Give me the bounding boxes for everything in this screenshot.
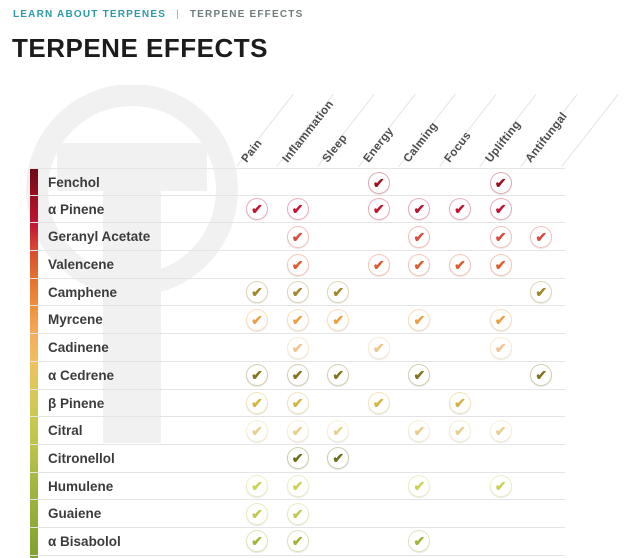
check-icon: ✔ — [286, 419, 309, 442]
table-row: Geranyl Acetate ✔ ✔ ✔ ✔ — [30, 223, 565, 252]
check-icon: ✔ — [327, 281, 350, 304]
terpene-name: Humulene — [48, 478, 114, 494]
check-icon: ✔ — [489, 171, 512, 194]
check-icon: ✔ — [327, 308, 350, 331]
check-icon: ✔ — [246, 419, 268, 442]
check-icon: ✔ — [246, 530, 268, 553]
check-icon: ✔ — [408, 530, 431, 553]
terpene-name: Geranyl Acetate — [48, 229, 151, 245]
terpene-name: Citronellol — [48, 450, 115, 466]
terpene-name: Cadinene — [48, 340, 109, 356]
row-color-strip — [30, 168, 38, 558]
terpene-name: α Bisabolol — [48, 533, 121, 549]
check-icon: ✔ — [327, 364, 350, 387]
check-icon: ✔ — [286, 281, 309, 304]
check-icon: ✔ — [530, 364, 553, 387]
check-icon: ✔ — [286, 336, 309, 359]
terpene-name: α Pinene — [48, 201, 105, 217]
terpene-name: Valencene — [48, 257, 115, 273]
check-icon: ✔ — [408, 225, 431, 248]
check-icon: ✔ — [246, 475, 268, 498]
breadcrumb-current: TERPENE EFFECTS — [189, 9, 304, 20]
check-icon: ✔ — [530, 281, 553, 304]
table-row: Valencene ✔ ✔ ✔ ✔ ✔ — [30, 251, 565, 279]
terpene-name: Fenchol — [48, 175, 100, 190]
terpene-name: α Cedrene — [48, 367, 115, 383]
column-header-pain: Pain — [239, 137, 265, 165]
check-icon: ✔ — [367, 392, 390, 414]
table-row: Citronellol ✔ ✔ — [30, 445, 565, 473]
check-icon: ✔ — [489, 308, 512, 331]
check-icon: ✔ — [530, 225, 553, 248]
check-icon: ✔ — [408, 198, 431, 221]
terpene-name: Myrcene — [48, 312, 103, 328]
check-icon: ✔ — [327, 419, 350, 442]
check-icon: ✔ — [367, 171, 390, 194]
column-header-calming: Calming — [401, 120, 441, 165]
check-icon: ✔ — [327, 447, 350, 470]
check-icon: ✔ — [408, 308, 431, 331]
check-icon: ✔ — [367, 336, 390, 359]
check-icon: ✔ — [286, 475, 309, 498]
terpene-name: Camphene — [48, 284, 118, 300]
table-row: Camphene ✔ ✔ ✔ ✔ — [30, 279, 565, 307]
terpene-effects-table: Fenchol ✔ ✔ α Pinene ✔ ✔ ✔ ✔ ✔ ✔ Geranyl Acetate ✔ ✔… — [30, 168, 565, 558]
breadcrumb-separator: | — [176, 9, 180, 20]
check-icon: ✔ — [367, 253, 390, 276]
check-icon: ✔ — [246, 364, 268, 387]
check-icon: ✔ — [489, 336, 512, 359]
terpene-name: Citral — [48, 423, 83, 439]
check-icon: ✔ — [246, 198, 268, 221]
check-icon: ✔ — [286, 530, 309, 553]
check-icon: ✔ — [449, 392, 471, 414]
column-header-uplifting: Uplifting — [483, 118, 523, 165]
check-icon: ✔ — [286, 225, 309, 248]
table-row: Citral ✔ ✔ ✔ ✔ ✔ ✔ — [30, 417, 565, 445]
table-row: Cadinene ✔ ✔ ✔ — [30, 334, 565, 362]
page-title: TERPENE EFFECTS — [12, 33, 268, 63]
column-header-energy: Energy — [361, 125, 396, 165]
check-icon: ✔ — [449, 419, 471, 442]
check-icon: ✔ — [246, 502, 268, 525]
table-row: α Bisabolol ✔ ✔ ✔ — [30, 528, 565, 556]
check-icon: ✔ — [286, 198, 309, 221]
check-icon: ✔ — [408, 419, 431, 442]
check-icon: ✔ — [408, 253, 431, 276]
check-icon: ✔ — [489, 225, 512, 248]
column-header-focus: Focus — [442, 129, 474, 165]
check-icon: ✔ — [286, 502, 309, 525]
column-header-row: Pain Inflammation Sleep Energy Calming Focus U… — [0, 88, 640, 168]
table-row: Fenchol ✔ ✔ — [30, 168, 565, 196]
check-icon: ✔ — [408, 475, 431, 498]
check-icon: ✔ — [246, 308, 268, 331]
check-icon: ✔ — [367, 198, 390, 221]
table-row: α Pinene ✔ ✔ ✔ ✔ ✔ ✔ — [30, 196, 565, 224]
breadcrumb-link-learn-about-terpenes[interactable]: LEARN ABOUT TERPENES — [13, 9, 167, 20]
check-icon: ✔ — [489, 475, 512, 498]
check-icon: ✔ — [246, 281, 268, 304]
table-row: α Cedrene ✔ ✔ ✔ ✔ ✔ — [30, 362, 565, 390]
check-icon: ✔ — [286, 364, 309, 387]
check-icon: ✔ — [489, 419, 512, 442]
check-icon: ✔ — [246, 392, 268, 414]
check-icon: ✔ — [449, 198, 471, 221]
breadcrumb: LEARN ABOUT TERPENES | TERPENE EFFECTS — [13, 9, 303, 20]
column-header-antifungal: Antifungal — [523, 110, 571, 165]
terpene-name: Guaiene — [48, 506, 102, 522]
check-icon: ✔ — [489, 198, 512, 221]
column-header-sleep: Sleep — [320, 132, 351, 165]
table-row: Guaiene ✔ ✔ — [30, 500, 565, 528]
check-icon: ✔ — [489, 253, 512, 276]
check-icon: ✔ — [449, 253, 471, 276]
table-row: Humulene ✔ ✔ ✔ ✔ — [30, 473, 565, 501]
check-icon: ✔ — [286, 253, 309, 276]
table-row: Myrcene ✔ ✔ ✔ ✔ ✔ — [30, 306, 565, 335]
check-icon: ✔ — [286, 447, 309, 470]
table-row: β Pinene ✔ ✔ ✔ ✔ — [30, 390, 565, 418]
check-icon: ✔ — [408, 364, 431, 387]
check-icon: ✔ — [286, 308, 309, 331]
terpene-name: β Pinene — [48, 395, 105, 411]
check-icon: ✔ — [286, 392, 309, 414]
